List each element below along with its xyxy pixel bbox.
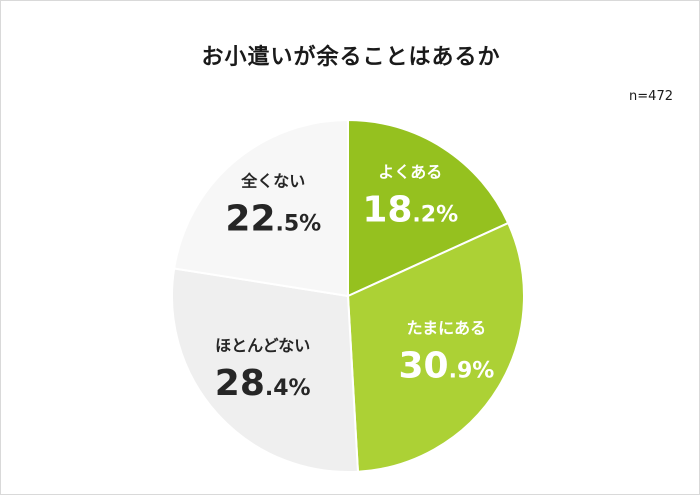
pie-slice-4 <box>173 118 349 298</box>
slice-value-2: 30.9% <box>399 345 495 386</box>
sample-size-label: n=472 <box>629 89 673 104</box>
slice-label-4: 全くない <box>240 172 305 191</box>
slice-value-1: 18.2% <box>362 189 458 230</box>
chart-title: お小遣いが余ることはあるか <box>201 45 501 70</box>
pie-slice-3 <box>171 267 360 473</box>
pie-slice-2 <box>346 221 525 473</box>
slice-label-2: たまにある <box>407 318 487 337</box>
slice-value-3: 28.4% <box>215 363 311 404</box>
slice-label-1: よくある <box>378 162 442 181</box>
pie-slice-1 <box>347 118 510 298</box>
slice-value-4: 22.5% <box>225 199 321 240</box>
slice-label-3: ほとんどない <box>215 336 310 355</box>
